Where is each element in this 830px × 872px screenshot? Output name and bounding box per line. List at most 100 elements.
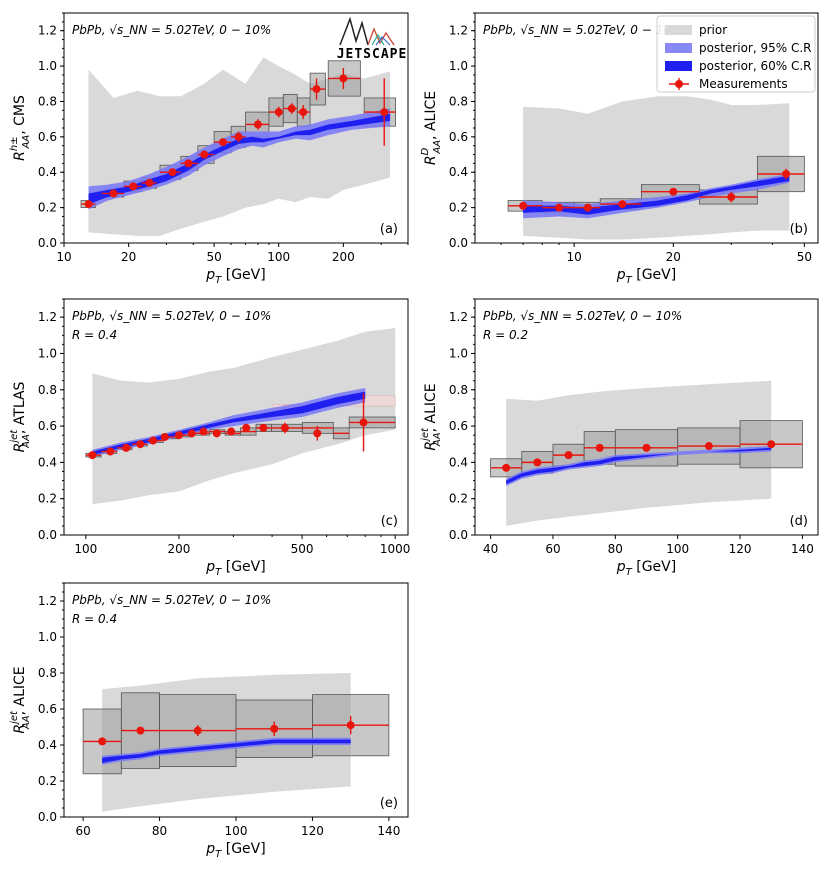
panel-letter: (a) [380, 222, 398, 237]
posterior-60-band [88, 113, 391, 205]
legend-label-post60: posterior, 60% C.R [699, 59, 812, 73]
y-tick-label: 1.2 [449, 24, 468, 38]
measurement-point [145, 178, 154, 187]
x-tick-label: 60 [545, 542, 560, 556]
measurement-point [339, 74, 348, 83]
y-tick-label: 0.6 [449, 419, 468, 433]
x-tick-label: 120 [729, 542, 752, 556]
logo-peaks-blue [375, 36, 391, 46]
plot-area [490, 380, 803, 526]
x-axis-label: pT [GeV] [205, 559, 265, 578]
plot-area [85, 328, 396, 505]
posterior-60-band [523, 175, 790, 215]
y-tick-label: 0.8 [38, 666, 57, 680]
x-tick-label: 500 [291, 542, 314, 556]
measurement-point [149, 436, 158, 445]
x-tick-label: 40 [483, 542, 498, 556]
legend-swatch-post60 [665, 61, 692, 71]
x-tick-label: 100 [267, 250, 290, 264]
panel-d: 0.0 0.2 0.4 0.6 0.8 1.0 1.2 40 60 80 100 120 140 pT [… [420, 298, 819, 578]
x-axis-label: pT [GeV] [616, 267, 676, 286]
measurement-point [193, 726, 202, 735]
measurement-point [199, 427, 208, 436]
annotation-line: PbPb, √s_NN = 5.02TeV, 0 − 10% [483, 23, 682, 37]
x-tick-label: 80 [152, 824, 167, 838]
legend-swatch-prior [665, 25, 692, 35]
y-tick-label: 1.2 [38, 310, 57, 324]
x-tick-label: 50 [797, 250, 812, 264]
y-tick-label: 0.2 [449, 201, 468, 215]
y-axis-label: RDAA, ALICE [420, 91, 443, 165]
y-axis-label: RjetAA, ATLAS [9, 381, 32, 452]
y-tick-label: 0.4 [38, 165, 57, 179]
plot-area [82, 673, 390, 812]
panel-letter: (d) [790, 514, 808, 529]
panel-a: 0.0 0.2 0.4 0.6 0.8 1.0 1.2 10 20 50 100 200 pT [GeV… [9, 12, 409, 286]
y-tick-label: 0.2 [38, 201, 57, 215]
annotation-line: PbPb, √s_NN = 5.02TeV, 0 − 10% [72, 309, 271, 323]
x-tick-label: 140 [377, 824, 400, 838]
measurement-point [380, 108, 389, 117]
y-tick-label: 0.0 [449, 528, 468, 542]
y-tick-label: 0.8 [38, 94, 57, 108]
legend-label-prior: prior [699, 23, 727, 37]
measurement-point [227, 427, 236, 436]
measurement-point [109, 189, 118, 198]
x-axis-label: pT [GeV] [205, 267, 265, 286]
measurement-point [160, 432, 169, 441]
y-tick-label: 0.6 [38, 702, 57, 716]
measurement-point [313, 429, 322, 438]
x-tick-label: 10 [567, 250, 582, 264]
y-tick-label: 0.8 [449, 383, 468, 397]
measurement-point [274, 108, 283, 117]
logo-text: JETSCAPE [337, 47, 408, 62]
measurement-point [88, 451, 97, 460]
y-tick-label: 1.0 [38, 59, 57, 73]
measurement-point [270, 724, 279, 733]
y-tick-label: 0.8 [449, 94, 468, 108]
measurement-point [346, 721, 355, 730]
annotation-line: PbPb, √s_NN = 5.02TeV, 0 − 10% [72, 593, 271, 607]
measurement-point [595, 443, 604, 452]
measurement-point [212, 429, 221, 438]
measurement-point [555, 203, 564, 212]
y-tick-label: 0.4 [449, 455, 468, 469]
prior-band [523, 96, 790, 240]
measurement-point [187, 429, 196, 438]
x-tick-label: 1000 [380, 542, 411, 556]
measurement-point [168, 168, 177, 177]
legend-label-post95: posterior, 95% C.R [699, 41, 812, 55]
x-tick-label: 20 [121, 250, 136, 264]
measurement-point [564, 451, 573, 460]
annotation-line: R = 0.4 [72, 612, 117, 626]
y-tick-label: 1.2 [449, 310, 468, 324]
measurement-point [704, 442, 713, 451]
measurement-point [782, 170, 791, 178]
measurement-point [129, 182, 138, 191]
panel-b: 0.0 0.2 0.4 0.6 0.8 1.0 1.2 10 20 50 pT [GeV] RDAA,… [420, 12, 819, 286]
y-tick-label: 0.2 [38, 774, 57, 788]
panels: 0.0 0.2 0.4 0.6 0.8 1.0 1.2 10 20 50 100 200 pT [GeV… [9, 12, 819, 860]
y-tick-label: 1.2 [38, 24, 57, 38]
x-axis-label: pT [GeV] [205, 841, 265, 860]
x-tick-label: 20 [666, 250, 681, 264]
y-tick-label: 0.0 [38, 236, 57, 250]
measurement-point [242, 423, 251, 432]
plot-area [507, 96, 805, 240]
x-tick-label: 100 [225, 824, 248, 838]
x-tick-label: 140 [791, 542, 814, 556]
y-tick-label: 0.2 [38, 492, 57, 506]
y-tick-label: 0.4 [38, 738, 57, 752]
measurement-point [727, 193, 736, 201]
x-tick-label: 200 [332, 250, 355, 264]
annotation-line: R = 0.4 [72, 328, 117, 342]
logo-peaks-red [367, 27, 395, 46]
x-tick-label: 100 [666, 542, 689, 556]
measurement-point [312, 85, 321, 94]
measurement-point [618, 200, 627, 209]
posterior-60-band [102, 739, 351, 763]
y-tick-label: 0.0 [449, 236, 468, 250]
posterior-60-band [92, 391, 366, 456]
y-tick-label: 0.4 [449, 165, 468, 179]
legend-label-measurements: Measurements [699, 77, 788, 91]
